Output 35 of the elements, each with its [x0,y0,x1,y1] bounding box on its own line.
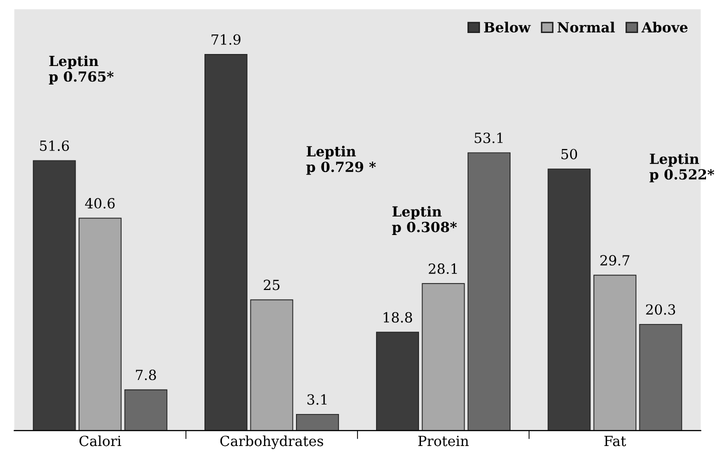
annotation: Leptin p 0.729 * [306,146,376,175]
data-label: 29.7 [600,255,630,266]
data-label: 51.6 [40,140,69,151]
annotation: Leptin p 0.522* [650,153,714,182]
bar [204,54,248,431]
data-label: 7.8 [136,370,156,380]
legend-label: Below [484,22,531,33]
legend-label: Above [641,22,688,33]
annotation: Leptin p 0.765* [48,56,114,84]
data-label: 3.1 [307,394,327,405]
x-tick-label: Protein [418,436,469,446]
bar [593,274,636,431]
x-tick-label: Calori [79,435,122,446]
bar [78,218,122,431]
data-label: 53.1 [474,132,503,144]
bar [250,299,294,431]
data-label: 71.9 [212,34,240,45]
data-label: 40.6 [85,198,115,209]
bar [124,389,168,431]
data-label: 20.3 [646,304,676,315]
x-tick-label: Fat [604,436,626,446]
bar [296,414,339,431]
bar [32,160,76,431]
bar [376,332,420,431]
legend-label: Normal [558,22,615,33]
data-label: 28.1 [428,263,457,274]
bar [639,324,682,431]
data-label: 50 [561,148,578,160]
annotation: Leptin p 0.308* [392,206,457,235]
bar [468,152,511,431]
data-label: 18.8 [384,312,412,323]
bar [422,283,465,431]
data-label: 25 [264,280,280,290]
x-tick-label: Carbohydrates [220,435,324,450]
bar [548,168,591,431]
